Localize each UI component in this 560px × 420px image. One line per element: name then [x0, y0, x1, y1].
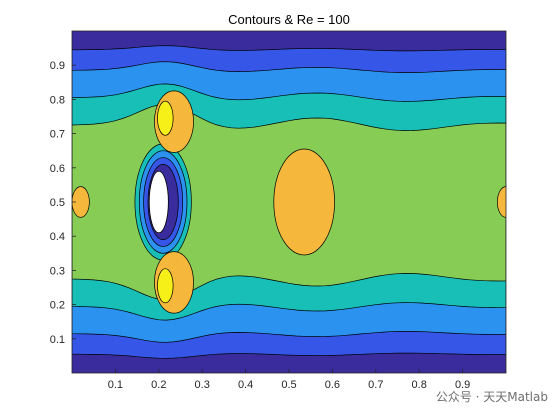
- x-tick-label: 0.8: [412, 379, 427, 391]
- x-tick-label: 0.9: [455, 379, 470, 391]
- y-tick-label: 0.4: [50, 231, 65, 243]
- x-tick-label: 0.2: [151, 379, 166, 391]
- x-tick-label: 0.6: [325, 379, 340, 391]
- y-tick-label: 0.3: [50, 265, 65, 277]
- contour-region-left-blob: [72, 186, 90, 218]
- x-tick-label: 0.4: [238, 379, 253, 391]
- y-tick-label: 0.6: [50, 163, 65, 175]
- plot-area: [72, 31, 506, 373]
- y-tick-label: 0.7: [50, 129, 65, 141]
- obstacle-ellipse: [148, 170, 169, 234]
- chart-title: Contours & Re = 100: [228, 12, 350, 27]
- contour-region-right-blob: [496, 186, 506, 218]
- y-tick-label: 0.1: [50, 334, 65, 346]
- contour-region-wake-upper-core: [157, 100, 174, 136]
- contour-region-center-blob: [273, 148, 335, 256]
- y-tick-label: 0.9: [50, 60, 65, 72]
- watermark-text: 公众号 · 天天Matlab: [436, 390, 548, 404]
- y-tick-label: 0.8: [50, 94, 65, 106]
- y-axis: 0.1 0.2 0.3 0.4 0.5 0.6 0.7 0.8 0.9: [50, 60, 76, 346]
- x-tick-label: 0.7: [368, 379, 383, 391]
- x-tick-label: 0.5: [281, 379, 296, 391]
- y-tick-label: 0.5: [50, 197, 65, 209]
- x-axis: 0.1 0.2 0.3 0.4 0.5 0.6 0.7 0.8 0.9: [108, 369, 470, 391]
- y-tick-label: 0.2: [50, 300, 65, 312]
- contour-region-wake-lower-core: [157, 268, 174, 304]
- x-tick-label: 0.3: [195, 379, 210, 391]
- x-tick-label: 0.1: [108, 379, 123, 391]
